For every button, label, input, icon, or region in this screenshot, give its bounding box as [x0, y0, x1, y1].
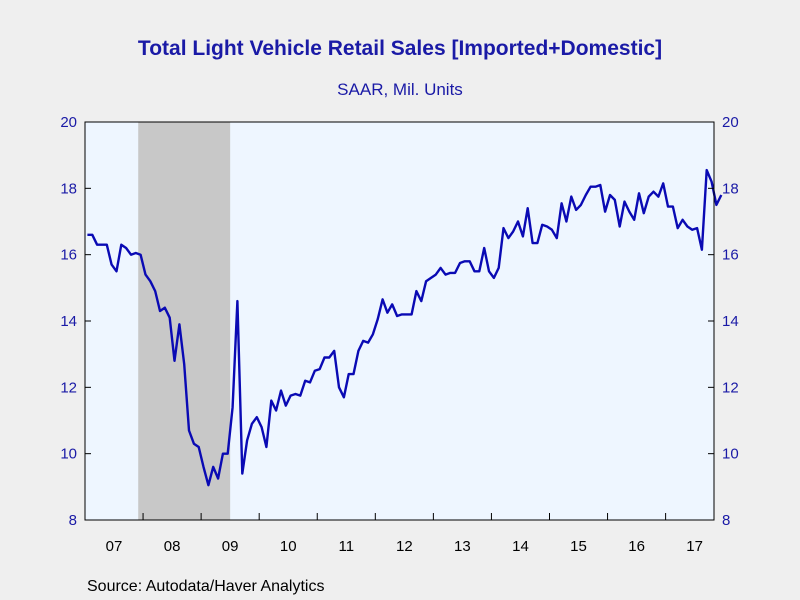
recession-shading	[138, 122, 231, 520]
x-tick-label: 16	[628, 538, 645, 555]
x-tick-label: 14	[512, 538, 529, 555]
y-tick-label: 20	[60, 114, 77, 131]
y-axis-right: 8 10 12 14 16 18 20	[708, 114, 739, 529]
x-tick-label: 08	[164, 538, 181, 555]
y-tick-label: 14	[722, 313, 739, 330]
chart-title: Total Light Vehicle Retail Sales [Import…	[137, 37, 663, 60]
plot-frame	[84, 121, 715, 521]
y-tick-label: 14	[60, 313, 77, 330]
y-tick-label: 18	[60, 180, 77, 197]
x-tick-label: 11	[338, 538, 354, 555]
y-tick-label: 10	[60, 446, 77, 463]
y-tick-label: 16	[60, 247, 77, 264]
y-tick-label: 16	[722, 247, 739, 264]
source-note: Source: Autodata/Haver Analytics	[87, 578, 325, 595]
y-tick-label: 20	[722, 114, 739, 131]
chart-subtitle: SAAR, Mil. Units	[337, 80, 463, 99]
y-tick-label: 8	[722, 512, 730, 529]
x-tick-label: 07	[106, 538, 123, 555]
y-tick-label: 18	[722, 180, 739, 197]
y-tick-label: 12	[60, 379, 77, 396]
x-tick-label: 10	[280, 538, 297, 555]
y-tick-label: 10	[722, 446, 739, 463]
y-tick-label: 12	[722, 379, 739, 396]
x-tick-label: 09	[222, 538, 239, 555]
x-axis: 07 08 09 10 11 12 13 14 15 16 17	[106, 513, 703, 555]
x-tick-label: 13	[454, 538, 471, 555]
x-tick-label: 15	[570, 538, 587, 555]
series-line	[87, 168, 723, 487]
x-tick-label: 17	[686, 538, 703, 555]
x-tick-label: 12	[396, 538, 413, 555]
y-tick-label: 8	[69, 512, 77, 529]
